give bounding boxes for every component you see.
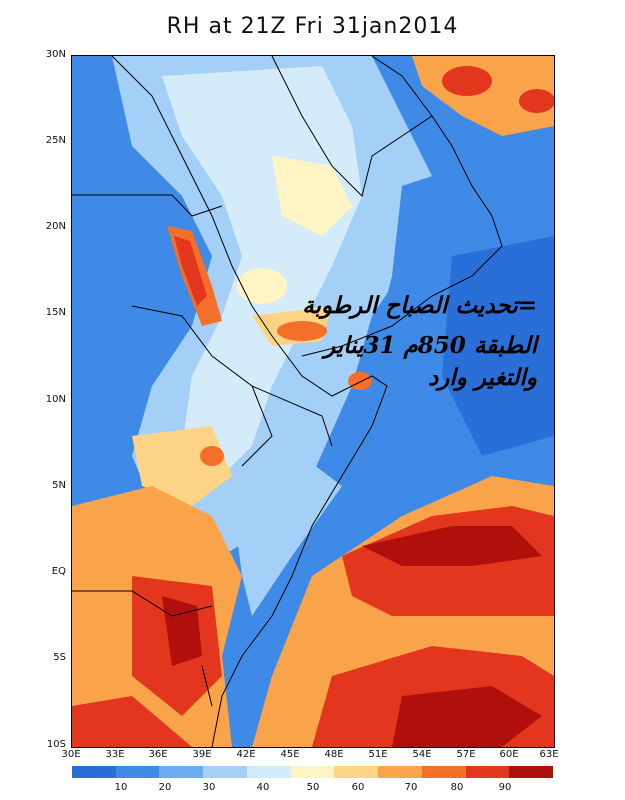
overlay-text-line-3: والتغير وارد	[427, 364, 537, 391]
y-tick-label: 10S	[46, 739, 66, 750]
legend-swatch	[203, 766, 247, 778]
x-tick-label: 63E	[539, 749, 559, 760]
legend-label: 60	[351, 782, 365, 793]
y-tick-label: 10N	[45, 394, 66, 405]
y-tick-label: EQ	[51, 566, 66, 577]
color-legend	[72, 766, 554, 778]
legend-label: 20	[158, 782, 172, 793]
legend-swatch	[509, 766, 554, 778]
legend-swatch	[72, 766, 116, 778]
legend-swatch	[246, 766, 291, 778]
x-tick-label: 57E	[456, 749, 476, 760]
x-tick-label: 33E	[105, 749, 125, 760]
legend-label: 80	[450, 782, 464, 793]
overlay-text-line-2: الطبقة 850م 31يناير	[324, 332, 537, 359]
legend-label: 40	[256, 782, 270, 793]
x-tick-label: 42E	[236, 749, 256, 760]
x-tick-label: 45E	[280, 749, 300, 760]
legend-label: 50	[306, 782, 320, 793]
humidity-map	[71, 55, 555, 748]
legend-label: 30	[202, 782, 216, 793]
y-tick-label: 5N	[52, 480, 66, 491]
y-tick-label: 20N	[45, 221, 66, 232]
x-tick-label: 36E	[148, 749, 168, 760]
x-tick-label: 39E	[192, 749, 212, 760]
legend-swatch	[159, 766, 204, 778]
x-tick-label: 48E	[324, 749, 344, 760]
legend-swatch	[334, 766, 379, 778]
humidity-field	[72, 56, 554, 747]
legend-swatch	[290, 766, 335, 778]
map-title: RH at 21Z Fri 31jan2014	[166, 14, 459, 39]
y-tick-label: 25N	[45, 135, 66, 146]
x-tick-label: 51E	[368, 749, 388, 760]
legend-swatch	[378, 766, 422, 778]
legend-label: 10	[114, 782, 128, 793]
legend-swatch	[115, 766, 160, 778]
legend-swatch	[465, 766, 510, 778]
x-tick-label: 30E	[61, 749, 81, 760]
legend-label: 70	[404, 782, 418, 793]
x-tick-label: 54E	[412, 749, 432, 760]
y-tick-label: 30N	[45, 49, 66, 60]
x-tick-label: 60E	[499, 749, 519, 760]
y-tick-label: 15N	[45, 307, 66, 318]
overlay-text-line-1: =تحديث الصباح الرطوبة	[302, 292, 537, 319]
legend-swatch	[421, 766, 466, 778]
y-tick-label: 5S	[53, 652, 66, 663]
legend-label: 90	[498, 782, 512, 793]
